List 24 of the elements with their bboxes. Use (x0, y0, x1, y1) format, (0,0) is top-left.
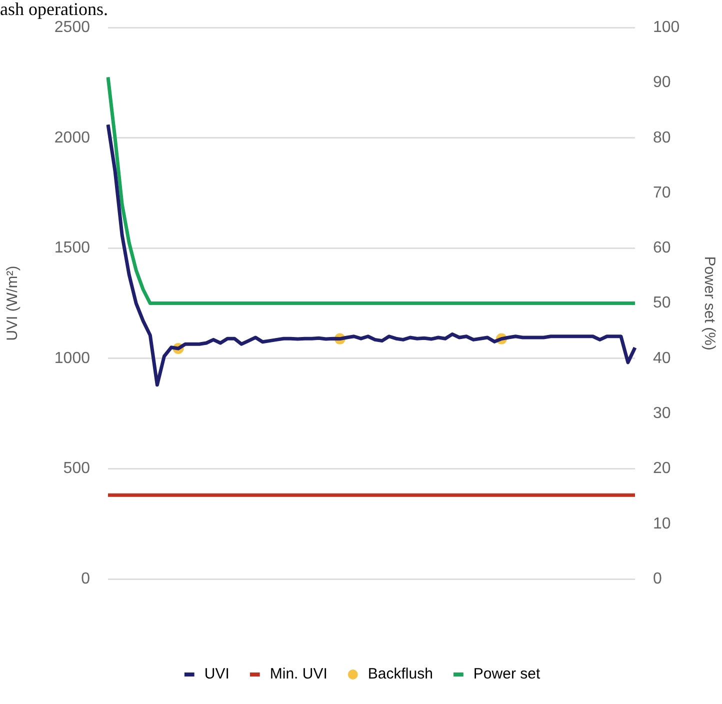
y2-tick-label: 70 (653, 184, 671, 202)
y2-tick-label: 100 (653, 19, 680, 36)
y2-tick-label: 80 (653, 129, 671, 146)
y2-tick-label: 10 (653, 515, 671, 532)
y-tick-label: 1500 (54, 240, 90, 257)
legend-label: Min. UVI (270, 666, 328, 683)
y-tick-label: 2000 (54, 129, 90, 146)
text: ash operations. (0, 0, 108, 19)
y-tick-label: 2500 (54, 19, 90, 36)
y-axis-title: UVI (W/m²) (4, 266, 22, 341)
y2-axis-title: Power set (%) (700, 256, 718, 350)
y2-tick-label: 0 (653, 570, 662, 588)
y2-tick-label: 20 (653, 460, 671, 478)
y2-tick-label: 30 (653, 404, 671, 422)
y-tick-label: 1000 (54, 350, 90, 367)
y2-tick-label: 90 (653, 74, 671, 92)
y2-tick-label: 40 (653, 350, 671, 367)
y2-tick-label: 60 (653, 240, 671, 257)
legend-label: Power set (473, 666, 541, 683)
y2-tick-label: 50 (653, 294, 671, 312)
legend-label: UVI (204, 666, 230, 683)
y-tick-label: 500 (63, 460, 90, 478)
y-tick-label: 0 (81, 570, 90, 588)
legend-label: Backflush (368, 666, 433, 683)
